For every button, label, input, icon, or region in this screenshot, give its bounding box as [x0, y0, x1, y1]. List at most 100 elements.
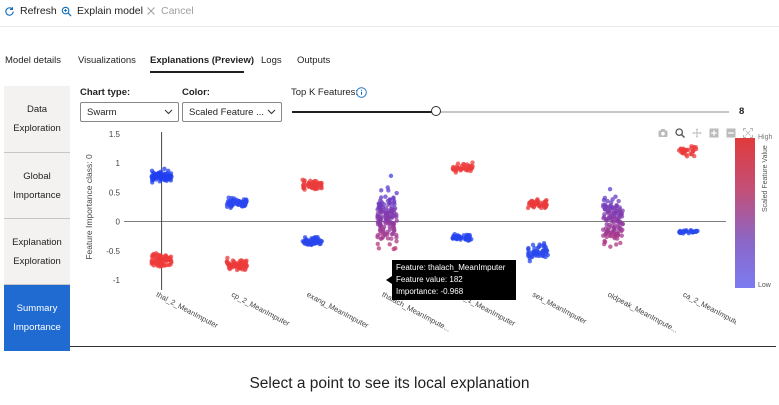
data-point — [619, 214, 625, 219]
top-k-slider-fill — [292, 111, 437, 113]
camera-icon[interactable] — [658, 128, 668, 138]
data-point — [391, 200, 396, 205]
data-point — [534, 198, 540, 203]
data-point — [387, 242, 392, 247]
subnav-data-exploration[interactable]: Data Exploration — [4, 86, 70, 153]
data-point — [387, 227, 393, 232]
data-point — [394, 239, 399, 244]
data-point — [242, 203, 247, 209]
data-point — [529, 254, 534, 259]
data-point — [386, 217, 391, 223]
data-point — [602, 238, 607, 244]
colorbar-high-label: High — [758, 134, 773, 141]
subnav-label: Explanation Exploration — [12, 236, 62, 267]
subnav-explanation-exploration[interactable]: Explanation Exploration — [4, 219, 70, 285]
data-point — [161, 171, 167, 176]
data-point — [459, 235, 464, 241]
data-point — [450, 166, 456, 172]
data-point — [244, 197, 249, 202]
explain-model-button[interactable]: Explain model — [61, 3, 143, 19]
data-point — [379, 188, 384, 193]
tab-explanations[interactable]: Explanations (Preview) — [150, 55, 255, 66]
subnav-label: Data Exploration — [13, 104, 61, 134]
data-point — [468, 168, 473, 174]
data-point — [614, 203, 620, 209]
subnav-summary-importance[interactable]: Summary Importance — [4, 285, 70, 351]
data-point — [527, 200, 532, 206]
data-point — [378, 231, 383, 236]
data-point — [376, 201, 382, 207]
swarm-chart[interactable]: Feature Importance class: 0 1.5 1 0.5 0 -0.5 -… — [76, 128, 736, 346]
data-point — [453, 170, 458, 175]
tab-model-details[interactable]: Model details — [5, 55, 61, 66]
data-point — [394, 218, 399, 223]
data-point — [616, 198, 621, 204]
data-point — [680, 147, 686, 153]
data-point — [156, 175, 162, 180]
refresh-label: Refresh — [20, 5, 57, 17]
section-divider — [70, 346, 776, 347]
data-point — [690, 148, 696, 154]
data-point — [689, 152, 694, 157]
data-point — [470, 160, 475, 165]
autoscale-icon[interactable] — [743, 128, 753, 138]
data-point — [614, 242, 619, 247]
x-tick-label: cp_2_MeanImputer — [230, 290, 292, 329]
refresh-button[interactable]: Refresh — [4, 3, 57, 19]
data-point — [689, 144, 694, 149]
top-k-label: Top K Features: — [291, 87, 359, 98]
data-point — [169, 174, 174, 179]
data-point — [532, 250, 538, 255]
pan-icon[interactable] — [692, 128, 702, 138]
data-point — [618, 210, 624, 216]
color-dropdown[interactable]: Scaled Feature ... — [182, 102, 282, 122]
data-point — [162, 166, 167, 172]
data-point — [455, 233, 460, 238]
data-point — [393, 246, 398, 251]
data-point — [526, 245, 531, 251]
info-icon[interactable] — [356, 87, 367, 98]
data-point — [618, 226, 623, 231]
tooltip-importance: Importance: -0.968 — [396, 287, 464, 296]
data-point — [385, 236, 391, 241]
local-explanation-prompt: Select a point to see its local explanat… — [249, 375, 530, 392]
data-point — [686, 147, 691, 153]
x-tick-label: thal_2_MeanImputer — [155, 290, 220, 330]
data-point — [164, 176, 169, 181]
cancel-button[interactable]: Cancel — [146, 3, 194, 19]
data-point — [168, 258, 174, 264]
data-point — [234, 200, 239, 205]
zoom-out-icon[interactable] — [726, 128, 736, 138]
data-point — [540, 248, 545, 254]
tab-visualizations[interactable]: Visualizations — [78, 55, 136, 66]
active-tab-indicator — [150, 71, 244, 73]
data-point — [313, 234, 318, 240]
data-point — [455, 161, 461, 166]
chart-type-dropdown[interactable]: Swarm — [80, 102, 179, 122]
data-point — [385, 185, 390, 190]
cancel-label: Cancel — [161, 5, 194, 17]
data-point — [385, 198, 391, 204]
tab-logs[interactable]: Logs — [261, 55, 282, 66]
data-point — [463, 167, 468, 172]
data-point — [160, 257, 165, 262]
data-point — [619, 233, 624, 238]
data-point — [157, 171, 162, 177]
data-point — [531, 201, 537, 207]
data-point — [168, 262, 173, 267]
data-point — [611, 210, 617, 216]
zoom-in-icon[interactable] — [709, 128, 719, 138]
top-k-slider-thumb[interactable] — [431, 106, 442, 116]
data-point — [682, 229, 687, 234]
zoom-icon[interactable] — [675, 128, 685, 138]
data-point — [319, 239, 324, 244]
toolbar-divider — [0, 26, 779, 27]
y-axis-title: Feature Importance class: 0 — [84, 154, 94, 260]
subnav-global-importance[interactable]: Global Importance — [4, 153, 70, 219]
top-k-slider-track[interactable] — [292, 111, 729, 113]
data-point — [244, 263, 249, 269]
tab-outputs[interactable]: Outputs — [297, 55, 331, 66]
data-point — [536, 250, 541, 255]
data-point — [394, 190, 399, 196]
top-k-value: 8 — [739, 106, 745, 117]
